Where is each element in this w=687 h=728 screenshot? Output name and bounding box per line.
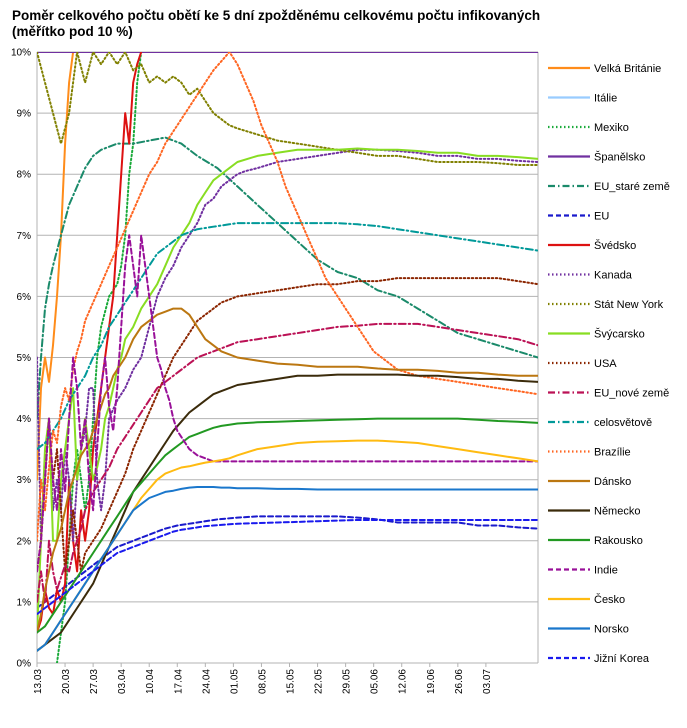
y-axis: 0% 1% 2% 3% 4% 5% 6% 7% 8% 9% 10% (11, 48, 31, 670)
y-tick-label: 9% (17, 109, 32, 120)
series-line (37, 439, 538, 652)
y-tick-label: 5% (17, 353, 32, 364)
legend-label: Jižní Korea (594, 653, 650, 665)
legend: Velká Británie Itálie Mexiko Španělsko EU_st… (548, 63, 670, 665)
series-line (37, 147, 538, 634)
legend-label: Itálie (594, 93, 617, 105)
legend-label: Indie (594, 565, 618, 577)
series-line (37, 136, 538, 420)
chart-title-line: Poměr celkového počtu obětí ke 5 dní zpo… (12, 8, 541, 23)
y-tick-label: 6% (17, 292, 32, 303)
legend-label: Německo (594, 506, 640, 518)
series-line (37, 52, 95, 481)
series-line (37, 222, 538, 451)
series-line (37, 515, 538, 609)
legend-label: EU_staré země (594, 181, 670, 193)
x-tick-label: 26.06 (454, 669, 465, 694)
x-tick-label: 17.04 (173, 669, 184, 694)
x-tick-label: 03.07 (482, 669, 493, 694)
x-tick-label: 22.05 (314, 669, 325, 694)
y-tick-label: 0% (17, 659, 32, 670)
legend-label: celosvětově (594, 417, 652, 429)
y-tick-label: 1% (17, 597, 32, 608)
legend-label: Švýcarsko (594, 328, 645, 341)
series-line (37, 519, 538, 616)
legend-label: Švédsko (594, 239, 636, 252)
series-line (37, 307, 538, 634)
y-tick-label: 3% (17, 475, 32, 486)
x-tick-label: 01.05 (229, 669, 240, 694)
x-tick-label: 05.06 (370, 669, 381, 694)
grid-lines (36, 51, 539, 664)
legend-label: Dánsko (594, 476, 631, 488)
series-line (37, 417, 538, 634)
legend-label: USA (594, 358, 617, 370)
x-tick-label: 13.03 (33, 669, 44, 694)
y-tick-label: 7% (17, 231, 32, 242)
plot-area (37, 52, 538, 663)
y-tick-label: 10% (11, 48, 31, 59)
x-tick-label: 08.05 (257, 669, 268, 694)
chart-subtitle: (měřítko pod 10 %) (12, 24, 133, 39)
legend-label: Rakousko (594, 535, 643, 547)
legend-label: EU_nové země (594, 388, 669, 400)
x-tick-label: 03.04 (117, 669, 128, 694)
series-line (37, 148, 538, 542)
series-line (37, 52, 538, 542)
y-tick-label: 4% (17, 414, 32, 425)
y-tick-label: 8% (17, 170, 32, 181)
series-line (37, 52, 143, 634)
legend-label: Kanada (594, 270, 633, 282)
x-axis: 13.03 20.03 27.03 03.04 10.04 17.04 24.04 01.05… (33, 663, 493, 694)
legend-label: Mexiko (594, 122, 629, 134)
chart-title: Poměr celkového počtu obětí ke 5 dní zpo… (12, 8, 612, 40)
legend-label: Norsko (594, 624, 629, 636)
legend-label: Velká Británie (594, 63, 661, 75)
series-line (37, 234, 538, 573)
y-tick-label: 2% (17, 536, 32, 547)
legend-label: Brazílie (594, 447, 631, 459)
series-line (37, 373, 538, 652)
legend-label: EU (594, 211, 609, 223)
legend-label: Stát New York (594, 299, 664, 311)
series-line (37, 277, 538, 573)
series-line (37, 322, 538, 603)
x-tick-label: 19.06 (426, 669, 437, 694)
x-tick-label: 29.05 (342, 669, 353, 694)
series-line (37, 52, 538, 166)
legend-label: Španělsko (594, 151, 645, 164)
x-tick-label: 10.04 (145, 669, 156, 694)
legend-label: Česko (594, 593, 625, 606)
x-tick-label: 24.04 (201, 669, 212, 694)
x-tick-label: 27.03 (89, 669, 100, 694)
x-tick-label: 15.05 (286, 669, 297, 694)
series-line (37, 486, 538, 652)
x-tick-label: 12.06 (398, 669, 409, 694)
x-tick-label: 20.03 (61, 669, 72, 694)
